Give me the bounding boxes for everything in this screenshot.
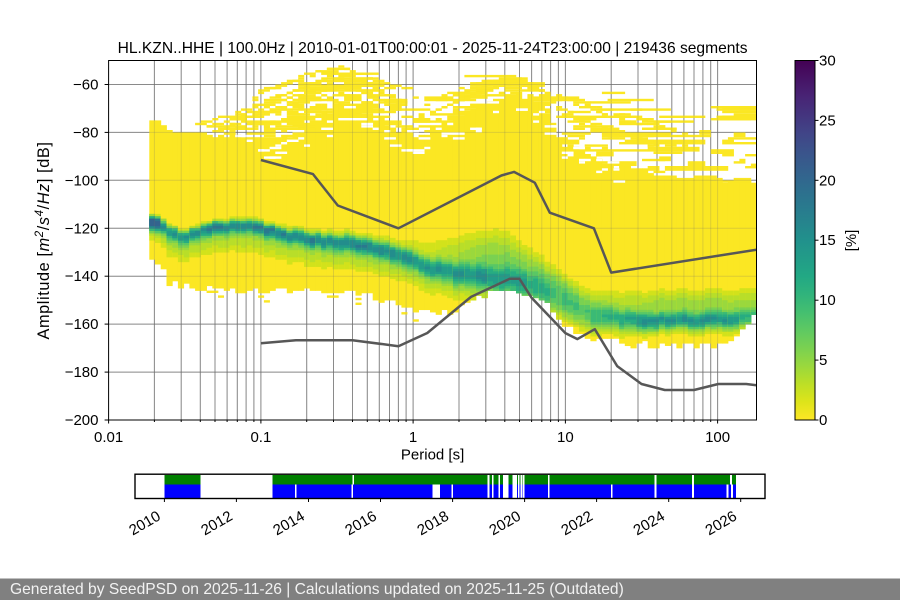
svg-text:Period [s]: Period [s] — [401, 447, 464, 464]
svg-text:15: 15 — [819, 232, 836, 249]
svg-text:−180: −180 — [65, 364, 99, 381]
svg-text:1: 1 — [409, 429, 417, 446]
svg-text:20: 20 — [819, 172, 836, 189]
svg-text:0: 0 — [819, 412, 827, 429]
svg-text:−140: −140 — [65, 268, 99, 285]
svg-text:25: 25 — [819, 112, 836, 129]
svg-text:Amplitude [m2/s4/Hz] [dB]: Amplitude [m2/s4/Hz] [dB] — [34, 142, 53, 340]
svg-text:0.1: 0.1 — [250, 429, 271, 446]
svg-text:0.01: 0.01 — [94, 429, 123, 446]
svg-text:−60: −60 — [73, 77, 98, 94]
svg-text:Generated by SeedPSD on 2025-1: Generated by SeedPSD on 2025-11-26 | Cal… — [10, 581, 624, 598]
svg-text:−100: −100 — [65, 172, 99, 189]
svg-text:100: 100 — [705, 429, 730, 446]
svg-text:HL.KZN..HHE | 100.0Hz | 2010-0: HL.KZN..HHE | 100.0Hz | 2010-01-01T00:00… — [118, 40, 748, 57]
svg-text:10: 10 — [819, 292, 836, 309]
svg-text:5: 5 — [819, 352, 827, 369]
svg-text:[%]: [%] — [843, 230, 860, 252]
svg-text:10: 10 — [557, 429, 574, 446]
svg-text:30: 30 — [819, 53, 836, 70]
svg-text:−80: −80 — [73, 124, 98, 141]
svg-text:−200: −200 — [65, 412, 99, 429]
svg-text:−120: −120 — [65, 220, 99, 237]
svg-text:−160: −160 — [65, 316, 99, 333]
